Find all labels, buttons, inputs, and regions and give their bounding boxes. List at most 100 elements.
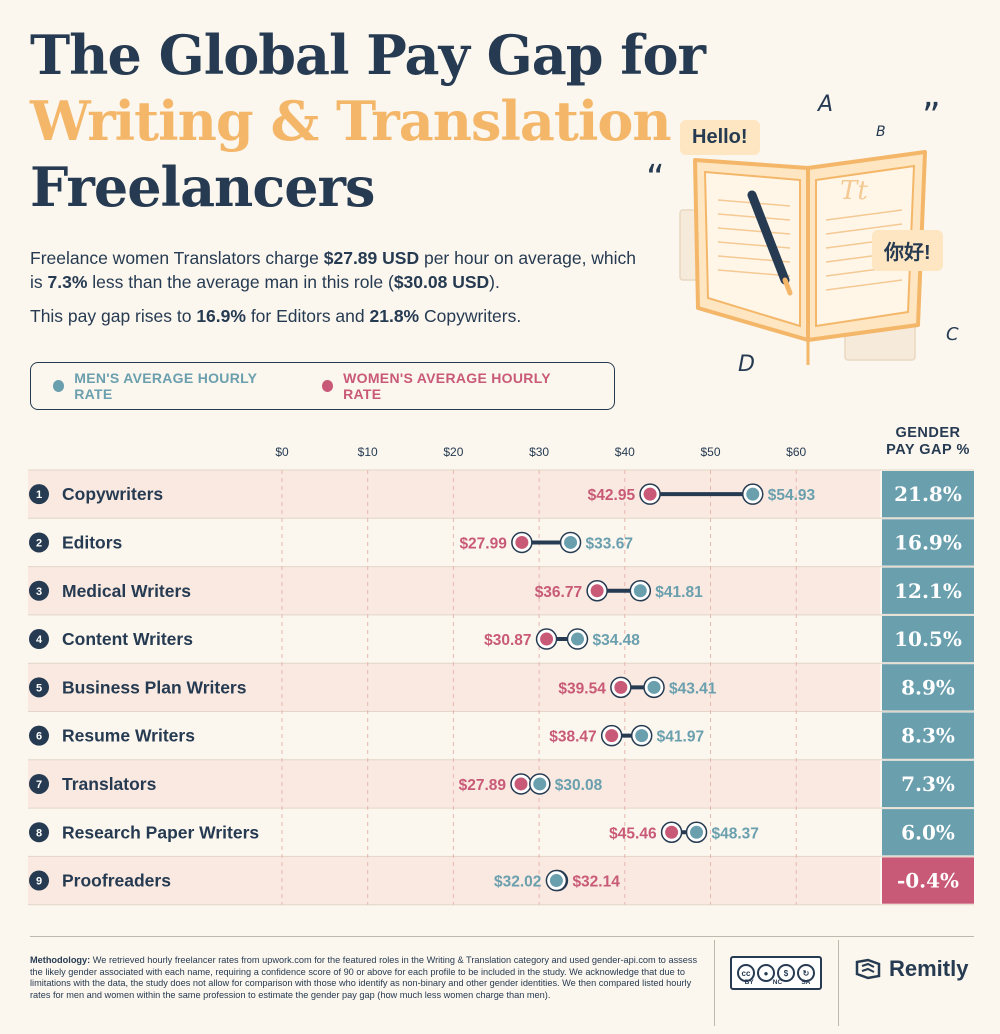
intro-text-part: Freelance women Translators charge (30, 248, 324, 268)
intro-text-part: Copywriters. (419, 306, 522, 326)
rank-badge (29, 484, 49, 505)
category-label: Translators (62, 774, 157, 794)
intro-highlight: 16.9% (196, 306, 246, 326)
men-rate-label: $34.48 (592, 632, 640, 649)
men-rate-dot (549, 874, 563, 888)
letter-b-icon: B (876, 124, 886, 140)
intro-text-part: This pay gap rises to (30, 306, 197, 326)
women-rate-dot (515, 535, 529, 549)
men-rate-label: $43.41 (669, 680, 717, 697)
row-background (28, 614, 880, 664)
quote-close-icon: ” (922, 96, 941, 137)
row-background (28, 759, 880, 809)
women-rate-label: $36.77 (535, 584, 582, 601)
rank-badge (29, 629, 49, 650)
gap-cell (882, 471, 974, 518)
title-line-3: Freelancers (30, 155, 375, 219)
category-label: Proofreaders (62, 871, 171, 891)
gap-value: 10.5% (894, 627, 962, 651)
gap-value: -0.4% (897, 869, 959, 893)
women-dot-icon (321, 380, 334, 392)
dumbbell-chart: $0 $10 $20 $30 $40 $50 $60 1 Copywriters $54.93 $4… (0, 420, 1000, 920)
methodology-text: Methodology: We retrieved hourly freelan… (30, 955, 710, 1001)
x-tick-label: $0 (275, 445, 289, 459)
x-tick-label: $10 (358, 445, 378, 459)
title-line-2: Writing & Translation (30, 89, 672, 153)
women-rate-label: $32.14 (572, 874, 620, 891)
legend: MEN'S AVERAGE HOURLY RATE WOMEN'S AVERAG… (30, 362, 615, 410)
cc-license-labels: BY NC SA (735, 979, 820, 986)
men-rate-label: $54.93 (768, 487, 816, 504)
intro-text-part: ). (489, 272, 500, 292)
intro-highlight: $30.08 USD (393, 272, 490, 292)
men-rate-dot (635, 729, 649, 743)
x-tick-label: $50 (700, 445, 720, 459)
gap-cell (882, 664, 974, 711)
men-rate-label: $32.02 (494, 874, 541, 891)
gap-value: 12.1% (894, 579, 962, 603)
gap-header-line-1: GENDER (895, 425, 961, 441)
men-rate-label: $33.67 (586, 535, 633, 552)
remitly-mark-icon (855, 958, 881, 980)
rank-badge (29, 725, 49, 746)
license-nc-label: NC (772, 979, 783, 986)
legend-item-women: WOMEN'S AVERAGE HOURLY RATE (321, 370, 578, 402)
gap-value: 8.9% (901, 675, 955, 699)
nihao-bubble: 你好! (872, 230, 943, 271)
gap-cell (882, 760, 974, 808)
intro-text-part: per hour on average, which is (30, 248, 637, 292)
rank-badge (29, 677, 49, 698)
men-rate-dot (690, 825, 704, 839)
rank-badge (29, 773, 49, 794)
x-tick-label: $60 (786, 445, 806, 459)
gap-value: 21.8% (894, 482, 962, 506)
women-rate-dot (605, 729, 619, 743)
row-background (28, 518, 880, 567)
gap-value: 8.3% (901, 724, 955, 748)
category-label: Editors (62, 532, 123, 552)
women-rate-label: $42.95 (588, 487, 636, 504)
men-rate-dot (647, 680, 661, 694)
men-rate-label: $48.37 (712, 825, 759, 842)
gap-cell (882, 857, 974, 904)
rank-number: 8 (36, 827, 42, 839)
brand-name: Remitly (889, 956, 969, 981)
women-rate-dot (590, 584, 604, 598)
title-line-1: The Global Pay Gap for (30, 23, 706, 87)
rank-number: 3 (36, 586, 42, 598)
row-background (28, 808, 880, 857)
men-rate-dot (633, 584, 647, 598)
rank-number: 1 (36, 489, 42, 501)
methodology-label: Methodology: (30, 955, 91, 965)
men-rate-label: $41.81 (655, 584, 703, 601)
cc-license-badge: cc ● $ ↻ (730, 956, 822, 990)
category-label: Medical Writers (62, 581, 191, 601)
license-sa-label: SA (801, 979, 811, 986)
gap-value: 6.0% (901, 820, 955, 844)
x-tick-label: $40 (615, 445, 635, 459)
nc-icon: $ (777, 964, 795, 982)
rank-number: 5 (36, 682, 42, 694)
women-rate-label: $27.89 (459, 777, 507, 794)
hello-bubble: Hello! (680, 120, 760, 155)
rank-badge (29, 532, 49, 553)
men-rate-dot (570, 632, 584, 646)
women-rate-label: $30.87 (484, 632, 531, 649)
row-background (28, 663, 880, 712)
letter-d-icon: D (738, 352, 755, 377)
men-rate-dot (746, 487, 760, 501)
gap-value: 7.3% (901, 772, 955, 796)
methodology-body: We retrieved hourly freelancer rates fro… (30, 955, 698, 1000)
rank-number: 6 (36, 731, 42, 743)
women-rate-dot (540, 632, 554, 646)
row-background (28, 856, 880, 905)
gap-cell (882, 809, 974, 856)
men-rate-label: $41.97 (657, 729, 704, 746)
category-label: Research Paper Writers (62, 822, 259, 842)
legend-item-men: MEN'S AVERAGE HOURLY RATE (53, 370, 286, 402)
women-rate-label: $27.99 (459, 535, 507, 552)
license-by-label: BY (744, 979, 754, 986)
cc-icon: cc (737, 964, 755, 982)
footer-separator (838, 940, 839, 1026)
rank-number: 4 (36, 634, 43, 646)
